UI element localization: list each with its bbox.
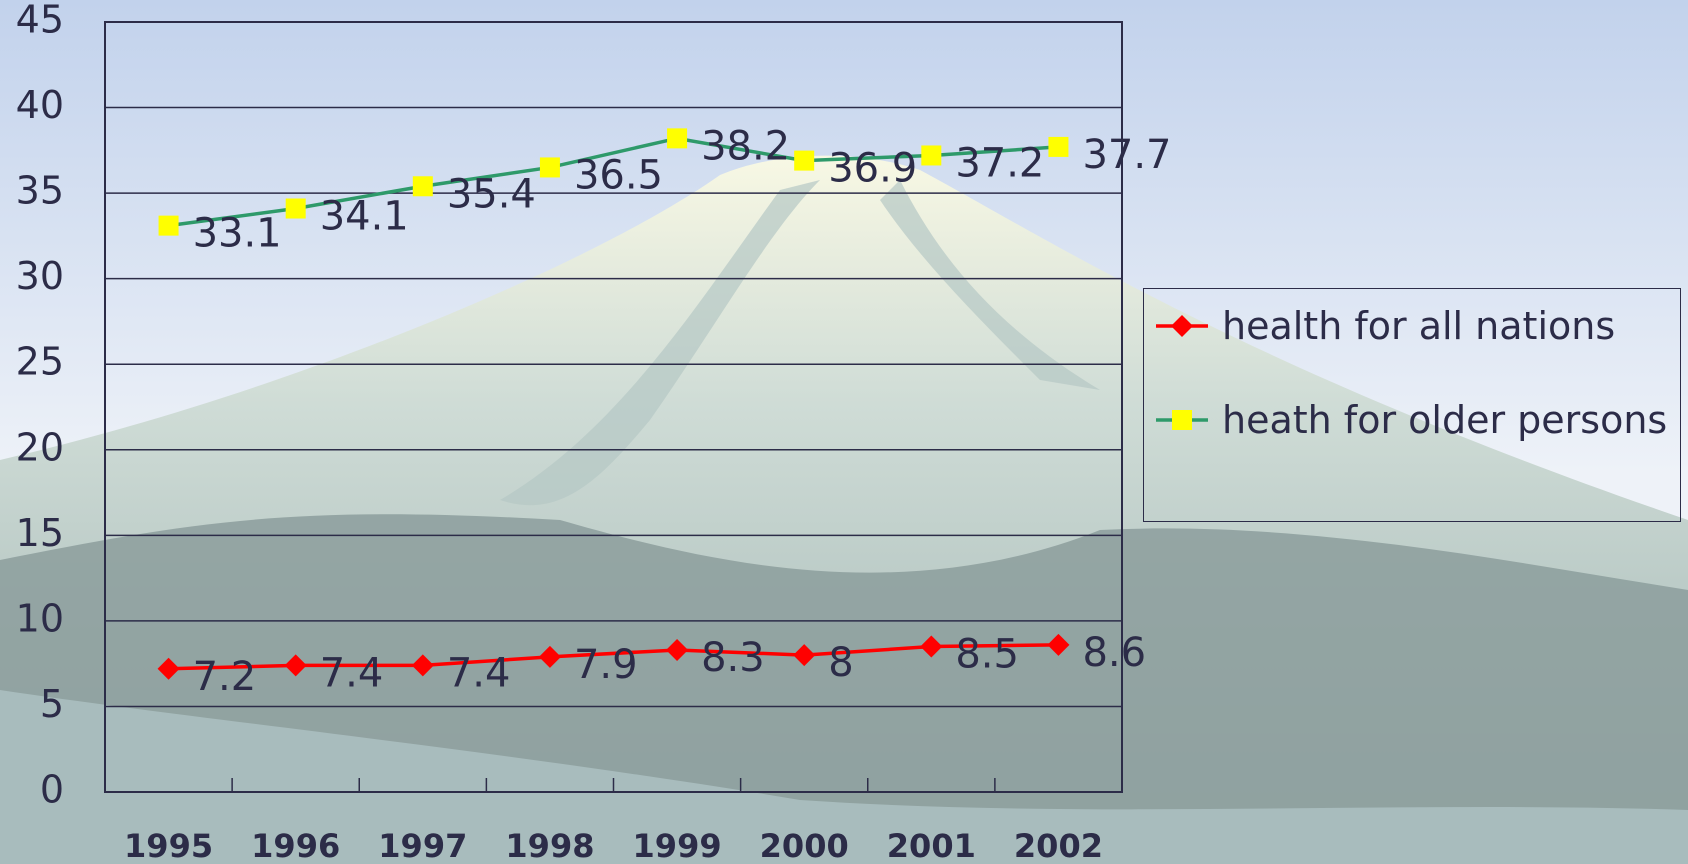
data-label: 37.2 xyxy=(955,140,1044,186)
data-label: 7.4 xyxy=(447,650,511,696)
y-tick-label: 0 xyxy=(40,768,64,812)
foreground xyxy=(0,690,1688,864)
data-label: 7.4 xyxy=(320,650,384,696)
x-tick-label: 1998 xyxy=(505,827,594,864)
series-line xyxy=(168,643,1059,671)
point xyxy=(539,157,560,178)
data-label: 7.2 xyxy=(193,654,257,700)
legend-entry: heath for older persons xyxy=(1152,393,1672,447)
legend-label: health for all nations xyxy=(1222,304,1616,348)
point xyxy=(1048,136,1069,157)
legend-entry: health for all nations xyxy=(1152,299,1672,353)
legend-label: heath for older persons xyxy=(1222,398,1668,442)
point xyxy=(793,644,816,667)
y-tick-label: 45 xyxy=(16,0,64,42)
data-label: 36.9 xyxy=(828,146,917,192)
x-tick-label: 1995 xyxy=(124,827,213,864)
x-tick-label: 1996 xyxy=(251,827,340,864)
data-label: 8.6 xyxy=(1082,630,1146,676)
legend-marker xyxy=(1171,315,1193,337)
x-tick-label: 2001 xyxy=(887,827,976,864)
data-label: 36.5 xyxy=(574,152,663,198)
legend-marker xyxy=(1172,410,1192,430)
x-tick-label: 2002 xyxy=(1014,827,1103,864)
point xyxy=(667,128,688,149)
point xyxy=(285,198,306,219)
data-label: 33.1 xyxy=(193,211,282,257)
y-tick-label: 20 xyxy=(16,425,64,469)
data-label: 7.9 xyxy=(574,642,638,688)
data-label: 8.5 xyxy=(955,632,1019,678)
point xyxy=(794,150,815,171)
data-label: 8.3 xyxy=(701,635,765,681)
y-tick-label: 25 xyxy=(16,340,64,384)
data-label: 8 xyxy=(828,640,853,686)
legend: health for all nations heath for older pe… xyxy=(1143,288,1681,522)
point xyxy=(920,635,943,658)
y-tick-label: 5 xyxy=(40,682,64,726)
legend-key xyxy=(1156,315,1208,337)
data-label: 38.2 xyxy=(701,123,790,169)
data-label: 34.1 xyxy=(320,194,409,240)
y-tick-label: 35 xyxy=(16,169,64,213)
point xyxy=(284,654,307,677)
y-tick-label: 30 xyxy=(16,254,64,298)
x-tick-label: 1999 xyxy=(633,827,722,864)
y-tick-label: 15 xyxy=(16,511,64,555)
series-line xyxy=(168,136,1059,228)
data-label: 35.4 xyxy=(447,171,536,217)
point xyxy=(411,654,434,677)
point xyxy=(412,176,433,197)
legend-key xyxy=(1156,410,1208,430)
y-tick-label: 10 xyxy=(16,596,64,640)
data-label: 37.7 xyxy=(1082,132,1171,178)
point xyxy=(666,638,689,661)
point xyxy=(1047,633,1070,656)
point xyxy=(157,657,180,680)
point xyxy=(921,145,942,166)
point xyxy=(158,215,179,236)
x-tick-label: 1997 xyxy=(378,827,467,864)
y-tick-label: 40 xyxy=(16,83,64,127)
x-tick-label: 2000 xyxy=(760,827,849,864)
point xyxy=(538,645,561,668)
mountain-shade xyxy=(500,180,1100,506)
